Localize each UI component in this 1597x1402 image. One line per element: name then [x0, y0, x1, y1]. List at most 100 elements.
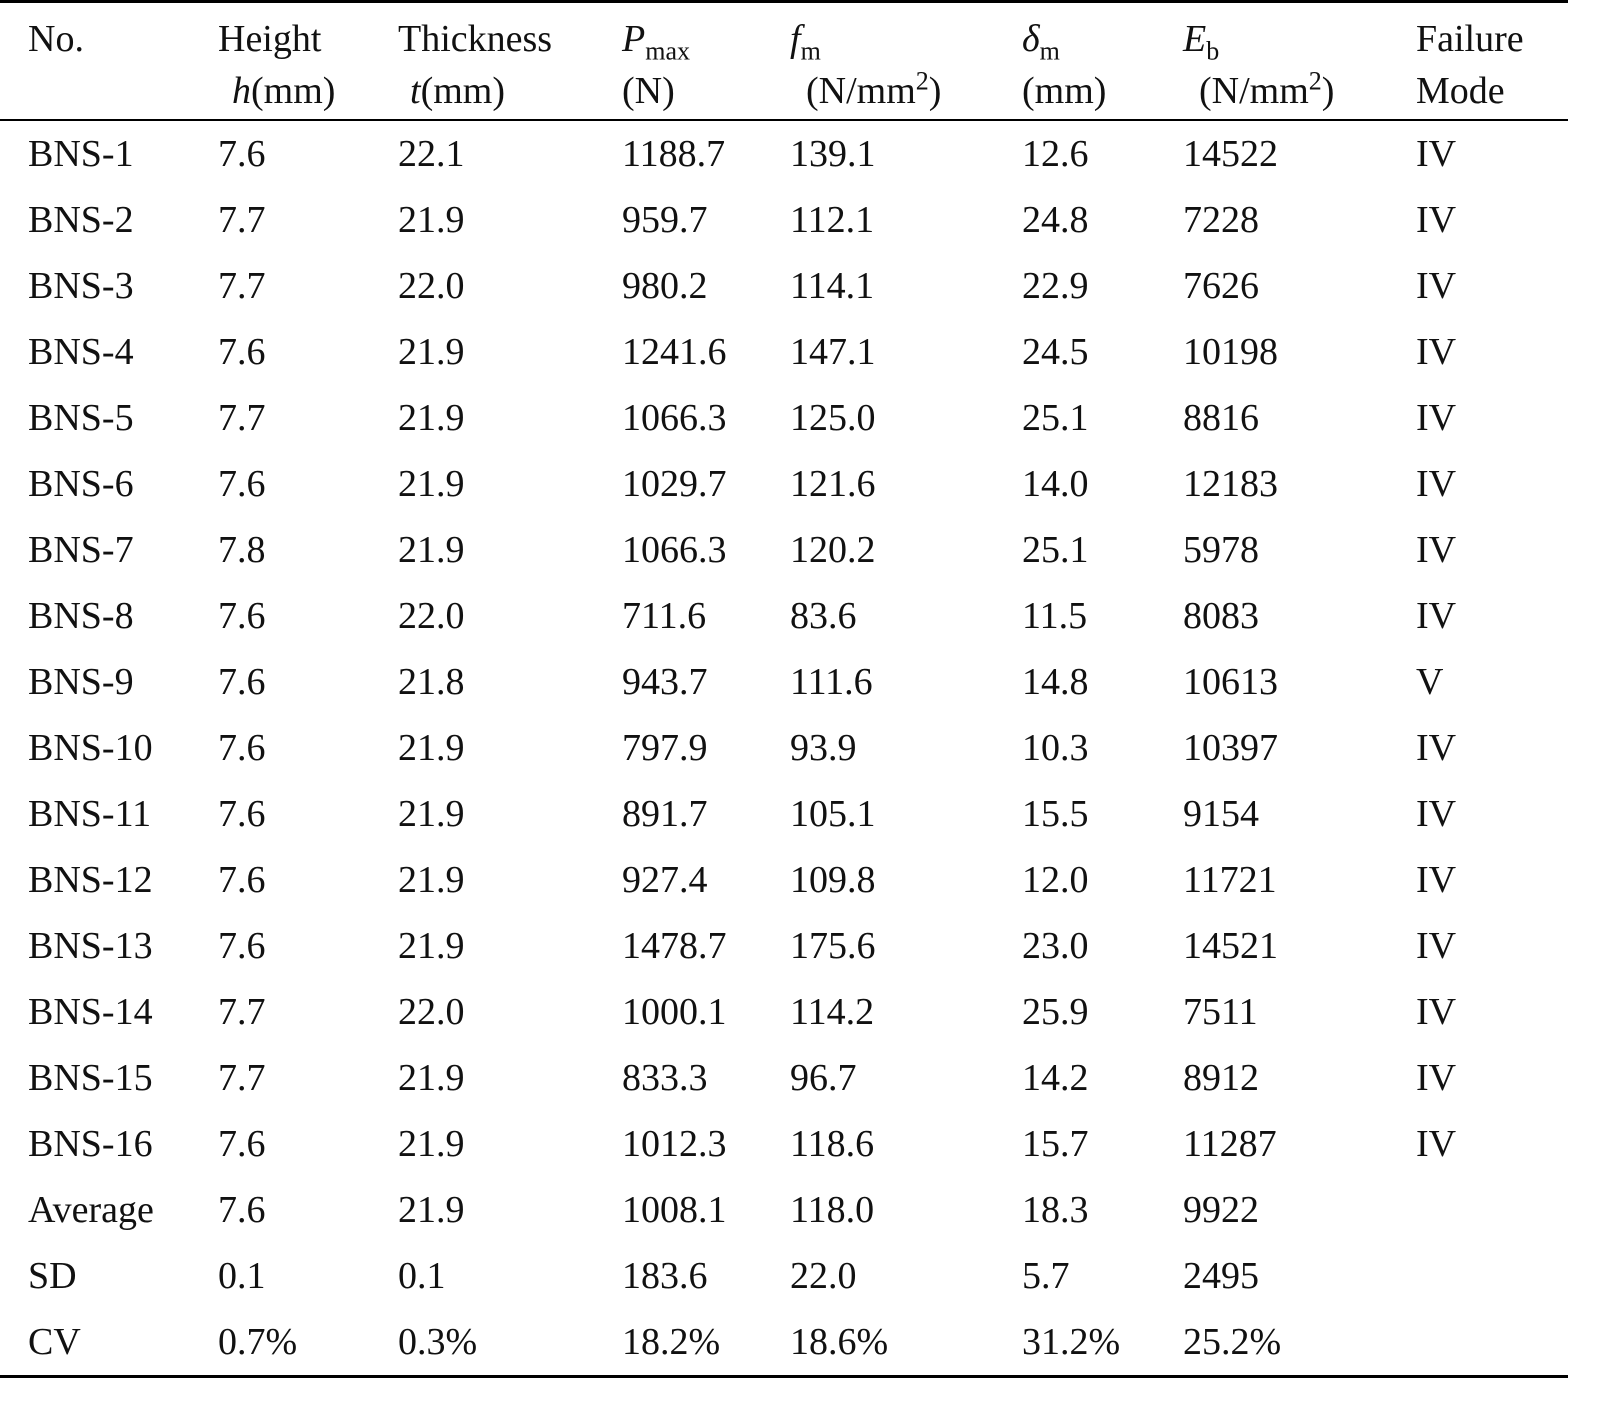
table-cell: 112.1: [790, 198, 875, 241]
table-cell: 14522: [1183, 132, 1278, 175]
table-cell: 25.1: [1022, 396, 1089, 439]
table-cell: 0.1: [218, 1254, 266, 1297]
table-cell: 1029.7: [622, 462, 727, 505]
table-cell: BNS-1: [28, 132, 134, 175]
table-row: BNS-14 7.7 22.0 1000.1 114.2 25.9 7511 IV: [0, 979, 1568, 1045]
table-cell: BNS-16: [28, 1122, 153, 1165]
table-cell: 959.7: [622, 198, 708, 241]
table-cell: 21.9: [398, 198, 465, 241]
table-cell: 14.0: [1022, 462, 1089, 505]
table-cell: 7228: [1183, 198, 1259, 241]
table-cell: 22.0: [398, 990, 465, 1033]
table-cell: 1478.7: [622, 924, 727, 967]
table-cell: 12.6: [1022, 132, 1089, 175]
table-cell: 21.9: [398, 330, 465, 373]
table-cell: 18.3: [1022, 1188, 1089, 1231]
table-cell: 83.6: [790, 594, 857, 637]
header-symbol: P: [622, 18, 646, 60]
header-subscript: b: [1206, 36, 1220, 66]
table-cell: 12.0: [1022, 858, 1089, 901]
table-cell: CV: [28, 1320, 81, 1363]
table-cell: 15.5: [1022, 792, 1089, 835]
table-cell: 1066.3: [622, 396, 727, 439]
header-subscript: max: [645, 36, 690, 66]
table-cell: 118.6: [790, 1122, 875, 1165]
header-unit: (mm): [420, 70, 505, 112]
header-unit: (N/mm: [806, 70, 916, 112]
table-row: BNS-3 7.7 22.0 980.2 114.1 22.9 7626 IV: [0, 253, 1568, 319]
table-cell: 21.9: [398, 462, 465, 505]
table-cell: 8083: [1183, 594, 1259, 637]
header-cell: fm (N/mm2): [790, 1, 1022, 121]
table-cell: 25.9: [1022, 990, 1089, 1033]
table-cell: 23.0: [1022, 924, 1089, 967]
table-cell: 22.0: [398, 264, 465, 307]
table-cell: 797.9: [622, 726, 708, 769]
table-cell: 1241.6: [622, 330, 727, 373]
table-cell: IV: [1416, 528, 1457, 571]
table-cell: 10.3: [1022, 726, 1089, 769]
table-cell: 7626: [1183, 264, 1259, 307]
table-cell: 5978: [1183, 528, 1259, 571]
table-cell: 7.7: [218, 1056, 266, 1099]
results-table: No. Height h(mm) Thickness t(mm) Pmax (N) f…: [0, 0, 1568, 1378]
table-cell: 7.6: [218, 330, 266, 373]
table-cell: 5.7: [1022, 1254, 1070, 1297]
table-cell: 10613: [1183, 660, 1278, 703]
table-row: BNS-2 7.7 21.9 959.7 112.1 24.8 7228 IV: [0, 187, 1568, 253]
table-cell: 21.9: [398, 924, 465, 967]
header-subscript: m: [800, 36, 821, 66]
table-cell: BNS-12: [28, 858, 153, 901]
table-cell: Average: [28, 1188, 154, 1231]
table-row: BNS-9 7.6 21.8 943.7 111.6 14.8 10613 V: [0, 649, 1568, 715]
header-symbol: f: [790, 18, 801, 60]
header-unit: ): [928, 70, 942, 112]
table-cell: 21.9: [398, 858, 465, 901]
table-cell: 7.6: [218, 132, 266, 175]
table-cell: BNS-13: [28, 924, 153, 967]
table-row: BNS-13 7.6 21.9 1478.7 175.6 23.0 14521 IV: [0, 913, 1568, 979]
table-cell: 12183: [1183, 462, 1278, 505]
table-cell: 0.1: [398, 1254, 446, 1297]
table-row: BNS-10 7.6 21.9 797.9 93.9 10.3 10397 IV: [0, 715, 1568, 781]
table-cell: 21.9: [398, 1056, 465, 1099]
table-cell: 21.9: [398, 1188, 465, 1231]
table-cell: 21.9: [398, 396, 465, 439]
table-cell: [1416, 1177, 1568, 1243]
table-cell: 711.6: [622, 594, 707, 637]
table-cell: 1008.1: [622, 1188, 727, 1231]
table-cell: 7.6: [218, 858, 266, 901]
table-cell: V: [1416, 660, 1444, 703]
table-cell: 21.9: [398, 528, 465, 571]
table-row: BNS-1 7.6 22.1 1188.7 139.1 12.6 14522 IV: [0, 120, 1568, 187]
table-cell: 121.6: [790, 462, 876, 505]
table-cell: 7.7: [218, 990, 266, 1033]
table-cell: 25.1: [1022, 528, 1089, 571]
table-cell: 2495: [1183, 1254, 1259, 1297]
table-cell: 18.2%: [622, 1320, 721, 1363]
table-cell: 1000.1: [622, 990, 727, 1033]
table-cell: 125.0: [790, 396, 876, 439]
table-cell: 7.6: [218, 462, 266, 505]
table-cell: 21.9: [398, 792, 465, 835]
table-cell: BNS-14: [28, 990, 153, 1033]
table-cell: 7.8: [218, 528, 266, 571]
table-cell: IV: [1416, 594, 1457, 637]
table-cell: 175.6: [790, 924, 876, 967]
header-cell: Failure Mode: [1416, 1, 1568, 121]
table-cell: BNS-3: [28, 264, 134, 307]
table-cell: 14.2: [1022, 1056, 1089, 1099]
table-cell: IV: [1416, 1056, 1457, 1099]
header-text: Thickness: [398, 18, 553, 60]
header-text: Height: [218, 18, 322, 60]
table-cell: 1066.3: [622, 528, 727, 571]
table-cell: 114.2: [790, 990, 875, 1033]
header-symbol: δ: [1022, 18, 1040, 60]
header-superscript: 2: [1308, 66, 1322, 96]
table-cell: 18.6%: [790, 1320, 889, 1363]
header-cell: Pmax (N): [622, 1, 790, 121]
table-cell: BNS-9: [28, 660, 134, 703]
table-cell: 7.6: [218, 660, 266, 703]
table-cell: 833.3: [622, 1056, 708, 1099]
table-cell: 21.9: [398, 1122, 465, 1165]
